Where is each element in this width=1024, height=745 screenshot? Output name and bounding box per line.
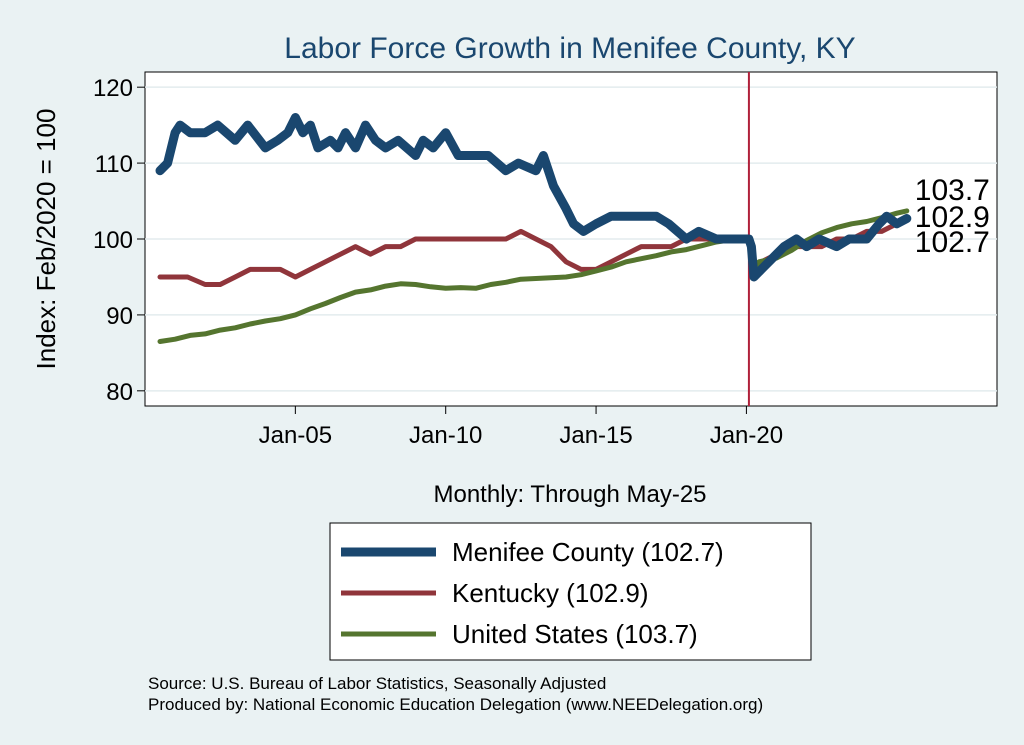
x-axis-note: Monthly: Through May-25 (433, 481, 706, 508)
end-label-103.7: 103.7 (915, 174, 990, 207)
y-tick-label-120: 120 (93, 75, 133, 102)
legend-label-1: Kentucky (102.9) (452, 578, 649, 608)
legend-items: Menifee County (102.7) Kentucky (102.9) Un… (341, 537, 724, 649)
y-axis-label: Index: Feb/2020 = 100 (31, 109, 61, 370)
legend-label-0: Menifee County (102.7) (452, 537, 724, 567)
y-tick-label-110: 110 (95, 151, 133, 178)
chart-title: Labor Force Growth in Menifee County, KY (284, 32, 855, 65)
series-lines (155, 113, 912, 344)
x-tick-label-Jan-05: Jan-05 (259, 422, 332, 449)
y-axis: 80 90 100 110 120 (93, 75, 145, 406)
x-tick-label-Jan-20: Jan-20 (710, 422, 783, 449)
series-line-2 (157, 208, 910, 344)
end-label-102.7: 102.7 (915, 226, 990, 259)
series-line-0 (155, 113, 912, 282)
x-tick-label-Jan-15: Jan-15 (559, 422, 632, 449)
end-label-102.9: 102.9 (915, 201, 990, 234)
y-tick-label-80: 80 (106, 379, 133, 406)
y-tick-label-90: 90 (106, 303, 133, 330)
x-tick-label-Jan-10: Jan-10 (409, 422, 482, 449)
producer-note: Produced by: National Economic Education… (148, 695, 763, 714)
y-tick-label-100: 100 (93, 227, 133, 254)
legend-label-2: United States (103.7) (452, 619, 698, 649)
source-note: Source: U.S. Bureau of Labor Statistics,… (148, 674, 606, 693)
x-axis: Jan-05 Jan-10 Jan-15 Jan-20 (259, 406, 783, 449)
